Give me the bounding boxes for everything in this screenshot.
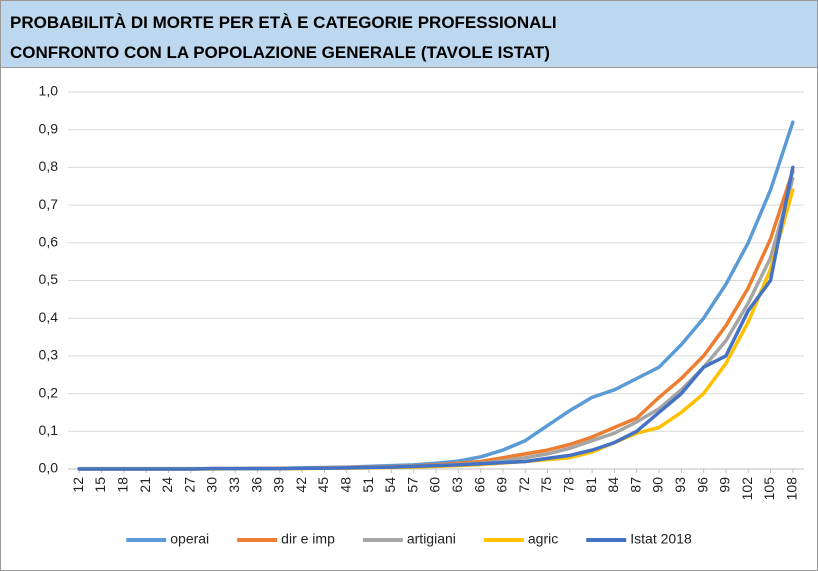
x-tick-label: 102 bbox=[739, 477, 755, 501]
x-tick-label: 54 bbox=[382, 477, 398, 493]
x-tick-label: 36 bbox=[248, 477, 264, 493]
x-tick-label: 27 bbox=[181, 477, 197, 493]
x-tick-label: 69 bbox=[494, 477, 510, 493]
legend-label: Istat 2018 bbox=[630, 531, 692, 547]
y-tick-label: 0,2 bbox=[39, 384, 59, 400]
chart-subtitle: CONFRONTO CON LA POPOLAZIONE GENERALE (T… bbox=[10, 43, 550, 62]
y-tick-label: 0,8 bbox=[39, 158, 59, 174]
y-tick-label: 0,9 bbox=[39, 120, 59, 136]
legend-item: agric bbox=[483, 531, 558, 547]
x-tick-label: 81 bbox=[583, 477, 599, 493]
legend-item: operai bbox=[126, 531, 209, 547]
x-tick-label: 21 bbox=[137, 477, 153, 493]
x-tick-label: 108 bbox=[784, 477, 800, 501]
x-tick-label: 84 bbox=[605, 477, 621, 493]
x-tick-label: 63 bbox=[449, 477, 465, 493]
x-tick-label: 96 bbox=[694, 477, 710, 493]
x-tick-label: 51 bbox=[360, 477, 376, 493]
legend-item: dir e imp bbox=[237, 531, 335, 547]
x-tick-label: 45 bbox=[315, 477, 331, 493]
legend-label: operai bbox=[170, 531, 209, 547]
x-tick-label: 48 bbox=[337, 477, 353, 493]
y-tick-label: 1,0 bbox=[39, 83, 59, 99]
x-tick-label: 30 bbox=[204, 477, 220, 493]
y-tick-label: 0,0 bbox=[39, 460, 59, 476]
series-line bbox=[77, 165, 795, 471]
x-tick-label: 75 bbox=[538, 477, 554, 493]
x-tick-label: 87 bbox=[627, 477, 643, 493]
y-tick-label: 0,6 bbox=[39, 234, 59, 250]
header-band bbox=[0, 0, 818, 68]
x-tick-label: 57 bbox=[404, 477, 420, 493]
x-tick-label: 72 bbox=[516, 477, 532, 493]
legend-item: Istat 2018 bbox=[586, 531, 692, 547]
legend-label: agric bbox=[528, 531, 558, 547]
chart-title: PROBABILITÀ DI MORTE PER ETÀ E CATEGORIE… bbox=[10, 13, 557, 32]
x-tick-label: 18 bbox=[114, 477, 130, 493]
x-tick-label: 24 bbox=[159, 477, 175, 493]
x-tick-label: 78 bbox=[561, 477, 577, 493]
x-tick-label: 42 bbox=[293, 477, 309, 493]
y-tick-label: 0,4 bbox=[39, 309, 59, 325]
x-tick-label: 105 bbox=[761, 477, 777, 501]
y-tick-label: 0,5 bbox=[39, 271, 59, 287]
x-tick-label: 15 bbox=[92, 477, 108, 493]
y-tick-label: 0,1 bbox=[39, 422, 59, 438]
x-tick-label: 60 bbox=[427, 477, 443, 493]
x-tick-label: 66 bbox=[471, 477, 487, 493]
y-tick-label: 0,3 bbox=[39, 347, 59, 363]
x-tick-label: 90 bbox=[650, 477, 666, 493]
x-tick-label: 33 bbox=[226, 477, 242, 493]
x-tick-label: 99 bbox=[717, 477, 733, 493]
x-tick-label: 39 bbox=[271, 477, 287, 493]
x-tick-label: 93 bbox=[672, 477, 688, 493]
legend-item: artigiani bbox=[362, 531, 456, 547]
legend-label: artigiani bbox=[407, 531, 456, 547]
legend-label: dir e imp bbox=[281, 531, 335, 547]
y-tick-label: 0,7 bbox=[39, 196, 59, 212]
x-tick-label: 12 bbox=[70, 477, 86, 493]
